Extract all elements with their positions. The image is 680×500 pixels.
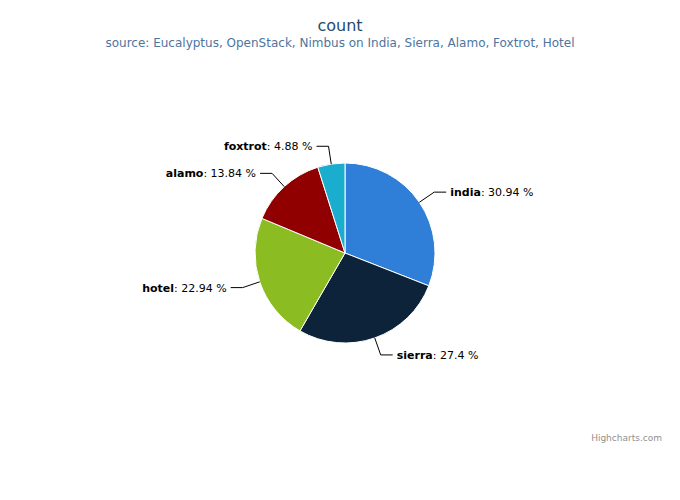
svg-text:alamo: 13.84 %: alamo: 13.84 % [166, 167, 256, 180]
html-text:Highcharts.com: Highcharts.com [591, 433, 662, 443]
svg-text:sierra: 27.4 %: sierra: 27.4 % [397, 349, 479, 362]
html-text:count: count [317, 16, 363, 35]
html-text:source: Eucalyptus, OpenStack,: source: Eucalyptus, OpenStack, Nimbus on… [105, 36, 575, 50]
svg-text:hotel: 22.94 %: hotel: 22.94 % [142, 282, 227, 295]
svg-text:foxtrot: 4.88 %: foxtrot: 4.88 % [224, 140, 313, 153]
svg-text:india: 30.94 %: india: 30.94 % [450, 186, 533, 199]
